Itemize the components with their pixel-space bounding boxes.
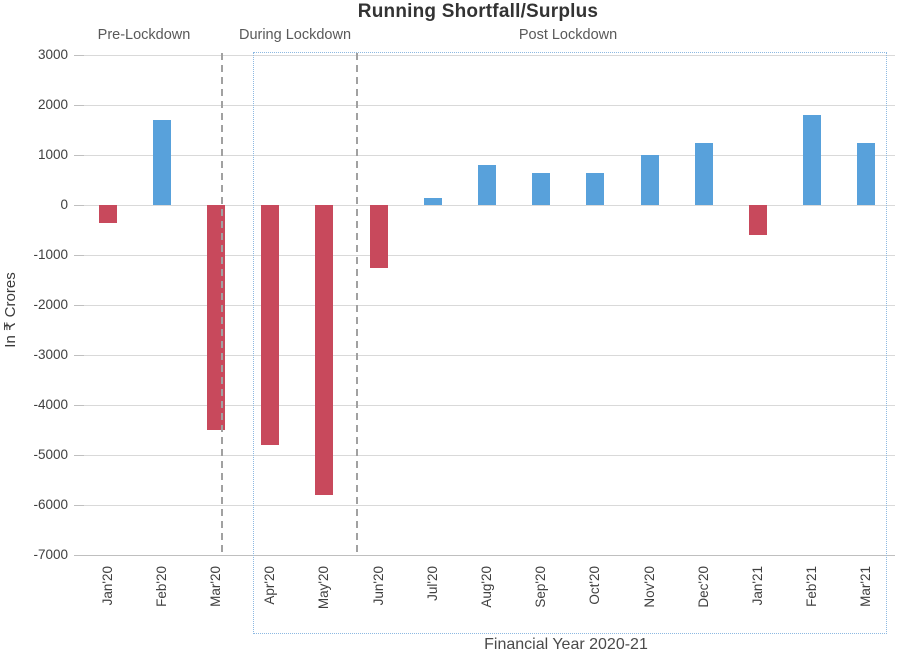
bar-jun-20 bbox=[369, 205, 388, 268]
y-axis-tick bbox=[74, 154, 84, 156]
x-axis-title: Financial Year 2020-21 bbox=[484, 636, 648, 653]
y-axis-tick bbox=[74, 354, 84, 356]
bar-nov-20 bbox=[640, 155, 659, 205]
gridline bbox=[84, 54, 895, 56]
y-tick-label: -7000 bbox=[33, 547, 68, 562]
y-tick-label: 0 bbox=[60, 197, 68, 212]
region-label-post-lockdown: Post Lockdown bbox=[518, 27, 618, 43]
bar-mar-21 bbox=[857, 142, 876, 205]
bar-apr-20 bbox=[261, 205, 280, 445]
bar-feb-20 bbox=[152, 120, 171, 205]
y-axis-tick bbox=[74, 404, 84, 406]
region-label-pre-lockdown: Pre-Lockdown bbox=[97, 27, 191, 43]
lockdown-separator-line-2 bbox=[356, 53, 358, 556]
y-axis-tick bbox=[74, 454, 84, 456]
gridline bbox=[84, 154, 895, 156]
y-tick-label: -3000 bbox=[33, 347, 68, 362]
bar-jan-20 bbox=[98, 205, 117, 223]
bar-mar-20 bbox=[206, 205, 225, 430]
highlight-box bbox=[253, 52, 887, 634]
bar-may-20 bbox=[315, 205, 334, 495]
gridline bbox=[84, 454, 895, 456]
y-tick-label: 3000 bbox=[37, 47, 68, 62]
y-axis-tick bbox=[74, 554, 84, 556]
bar-jul-20 bbox=[423, 197, 442, 205]
gridline bbox=[84, 504, 895, 506]
y-axis-tick bbox=[74, 254, 84, 256]
gridline bbox=[84, 304, 895, 306]
y-axis-tick bbox=[74, 54, 84, 56]
y-tick-label: -5000 bbox=[33, 447, 68, 462]
x-tick-label: Jan'20 bbox=[99, 566, 115, 606]
gridline bbox=[84, 404, 895, 406]
y-tick-label: 1000 bbox=[37, 147, 68, 162]
x-tick-label: Mar'20 bbox=[207, 566, 223, 607]
y-axis-tick bbox=[74, 304, 84, 306]
bar-feb-21 bbox=[803, 115, 822, 205]
y-axis-tick bbox=[74, 204, 84, 206]
lockdown-separator-line-1 bbox=[221, 53, 223, 556]
y-tick-label: -6000 bbox=[33, 497, 68, 512]
bar-jan-21 bbox=[748, 205, 767, 235]
region-label-during-lockdown: During Lockdown bbox=[238, 27, 352, 43]
y-axis-tick bbox=[74, 504, 84, 506]
x-tick-label: Feb'20 bbox=[153, 566, 169, 607]
y-tick-label: -2000 bbox=[33, 297, 68, 312]
gridline bbox=[84, 254, 895, 256]
bar-aug-20 bbox=[477, 165, 496, 205]
chart-title: Running Shortfall/Surplus bbox=[357, 1, 599, 22]
y-tick-label: -4000 bbox=[33, 397, 68, 412]
gridline bbox=[84, 354, 895, 356]
y-tick-label: -1000 bbox=[33, 247, 68, 262]
bar-oct-20 bbox=[586, 172, 605, 205]
y-tick-label: 2000 bbox=[37, 97, 68, 112]
y-axis-tick bbox=[74, 104, 84, 106]
bar-dec-20 bbox=[694, 142, 713, 205]
gridline bbox=[84, 554, 895, 556]
gridline bbox=[84, 204, 895, 206]
bar-sep-20 bbox=[532, 172, 551, 205]
gridline bbox=[84, 104, 895, 106]
